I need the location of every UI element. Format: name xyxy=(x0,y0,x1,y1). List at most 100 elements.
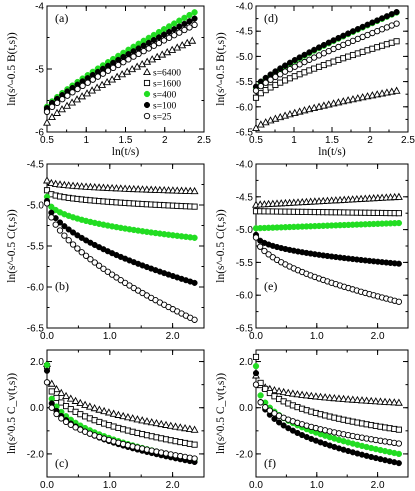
data-point xyxy=(296,54,303,61)
series-s-400 xyxy=(43,193,198,241)
data-point xyxy=(252,381,260,388)
data-point xyxy=(385,397,394,406)
panel-label: (e) xyxy=(264,279,277,293)
data-point xyxy=(191,15,198,22)
data-point xyxy=(302,391,311,399)
data-point xyxy=(52,384,61,393)
y-tick-label: -5.0 xyxy=(27,201,45,212)
data-point xyxy=(59,96,66,103)
data-point xyxy=(120,53,127,61)
data-point xyxy=(261,247,268,255)
data-point xyxy=(315,44,323,51)
y-tick-label: -6.0 xyxy=(236,102,254,113)
data-point xyxy=(89,76,96,83)
data-point xyxy=(257,243,264,250)
data-point xyxy=(275,387,284,395)
data-point xyxy=(115,61,122,69)
y-tick-label: 2.0 xyxy=(239,357,253,368)
data-point xyxy=(160,37,168,44)
series-s-6400 xyxy=(43,36,197,126)
data-point xyxy=(43,118,51,126)
y-tick-label: -4.0 xyxy=(236,160,254,171)
data-point xyxy=(43,379,51,386)
data-point xyxy=(277,71,284,78)
data-point xyxy=(298,390,307,398)
data-point xyxy=(79,82,86,90)
y-tick-label: -4.0 xyxy=(236,2,254,13)
data-point xyxy=(104,268,111,275)
series-s-6400 xyxy=(252,371,403,406)
data-point xyxy=(51,179,60,187)
data-point xyxy=(162,420,170,428)
panel-a: 0.5 1 1.5 2 2.5 -6 -5 -4 ln(s^-0.5 B(t,s)) ln(t/s… xyxy=(6,2,211,159)
data-point xyxy=(56,180,64,188)
data-point xyxy=(155,34,163,41)
data-point xyxy=(275,419,283,426)
series-s-1600 xyxy=(252,38,400,101)
data-point xyxy=(296,61,303,68)
x-tick-label: 1.0 xyxy=(103,331,117,342)
data-point xyxy=(95,405,104,413)
legend-entry: s=1600 xyxy=(153,80,181,90)
data-point xyxy=(191,21,198,29)
data-point xyxy=(91,259,98,266)
data-point xyxy=(109,409,118,417)
y-tick-label: 0.0 xyxy=(30,403,44,414)
panel-label: (c) xyxy=(55,456,68,470)
data-point xyxy=(160,31,168,38)
data-point xyxy=(81,400,90,408)
data-point xyxy=(104,408,113,416)
data-point xyxy=(43,361,51,369)
data-point xyxy=(176,423,185,431)
data-point xyxy=(173,43,182,51)
series-s-400 xyxy=(252,219,403,232)
data-point xyxy=(178,41,187,49)
data-point xyxy=(135,50,142,58)
legend-marker xyxy=(143,90,151,98)
data-point xyxy=(185,424,194,432)
data-point xyxy=(48,103,56,111)
data-point xyxy=(69,181,78,189)
series-s-25 xyxy=(43,200,198,323)
data-point xyxy=(82,252,90,259)
data-point xyxy=(190,425,199,433)
y-tick-label: -4.5 xyxy=(236,192,254,203)
data-point xyxy=(67,421,74,428)
x-tick-label: 0.0 xyxy=(249,480,263,491)
data-point xyxy=(150,37,157,44)
data-point xyxy=(123,413,132,421)
x-tick-label: 0.0 xyxy=(40,331,54,342)
data-point xyxy=(65,237,72,244)
legend-marker xyxy=(143,112,151,120)
data-point xyxy=(293,390,302,398)
data-point xyxy=(66,394,75,402)
plot-frame xyxy=(46,349,205,478)
data-point xyxy=(257,82,264,90)
panel-c: 0.01.02.0-2.00.02.0ln(s^0.5 C_v(t,s))ln(… xyxy=(6,349,205,491)
x-tick-label: 2 xyxy=(162,135,168,146)
data-point xyxy=(114,410,123,418)
panel-label: (a) xyxy=(55,11,68,25)
y-tick-label: -4.5 xyxy=(27,160,45,171)
panel-e: 0.0 1.0 2.0 -6.5 -6.0 -5.5 -5.0 -4.5 -4.0 ln(s^-0… xyxy=(215,160,409,342)
x-tick-label: 1 xyxy=(83,135,89,146)
data-point xyxy=(301,51,308,58)
data-point xyxy=(171,26,178,33)
data-point xyxy=(43,187,51,194)
data-point xyxy=(393,8,400,16)
data-point xyxy=(58,399,65,406)
data-point xyxy=(262,385,269,392)
data-point xyxy=(181,424,190,432)
data-point xyxy=(74,85,81,93)
data-point xyxy=(61,223,68,230)
data-point xyxy=(257,90,264,97)
series-s-25 xyxy=(252,381,403,447)
data-point xyxy=(168,45,177,53)
data-point xyxy=(395,219,403,227)
data-point xyxy=(125,56,132,63)
data-point xyxy=(119,411,128,420)
series-s-6400 xyxy=(43,359,199,433)
data-point xyxy=(394,398,403,406)
data-point xyxy=(393,20,400,27)
data-point xyxy=(147,418,156,426)
